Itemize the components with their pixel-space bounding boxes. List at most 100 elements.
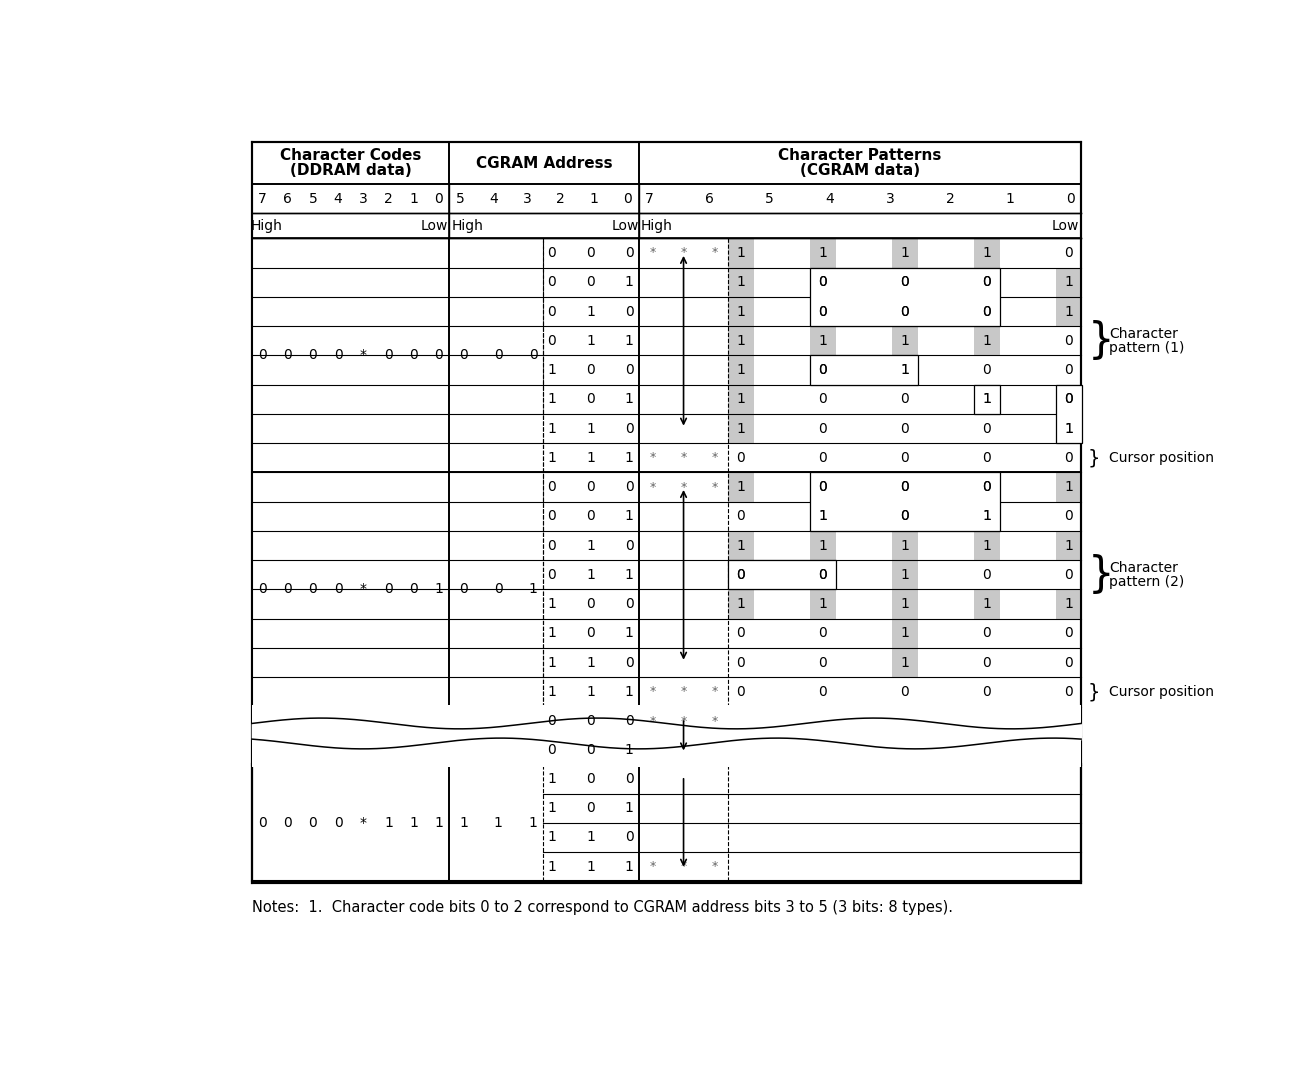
Text: 0: 0 — [819, 363, 827, 378]
Text: 0: 0 — [1064, 450, 1073, 465]
FancyBboxPatch shape — [728, 472, 754, 502]
Text: 0: 0 — [625, 539, 634, 553]
Text: 0: 0 — [819, 480, 827, 494]
FancyBboxPatch shape — [728, 590, 754, 619]
Text: 1: 1 — [1064, 305, 1073, 319]
Text: *: * — [359, 348, 367, 362]
Text: 0: 0 — [819, 275, 827, 289]
Text: *: * — [711, 452, 717, 465]
Text: 0: 0 — [983, 421, 991, 435]
Text: 0: 0 — [819, 480, 827, 494]
Text: 0: 0 — [901, 275, 909, 289]
Text: High: High — [452, 219, 483, 233]
Text: *: * — [681, 481, 686, 494]
Text: 0: 0 — [625, 363, 634, 378]
Text: 0: 0 — [625, 656, 634, 669]
Text: 1: 1 — [1064, 275, 1073, 289]
Text: 1: 1 — [586, 539, 595, 553]
Text: (CGRAM data): (CGRAM data) — [799, 163, 921, 178]
Text: 1: 1 — [586, 860, 595, 874]
Text: 4: 4 — [490, 191, 499, 206]
Text: 1: 1 — [901, 246, 909, 260]
Text: 1: 1 — [625, 568, 634, 582]
Text: 1: 1 — [547, 450, 556, 465]
Text: 0: 0 — [983, 480, 991, 494]
Text: 0: 0 — [737, 684, 745, 698]
Text: 0: 0 — [624, 191, 633, 206]
Text: 1: 1 — [819, 246, 827, 260]
Text: 1: 1 — [434, 582, 443, 596]
Text: 1: 1 — [529, 816, 538, 830]
Text: 0: 0 — [1064, 568, 1073, 582]
Text: 0: 0 — [1064, 393, 1073, 406]
FancyBboxPatch shape — [810, 326, 836, 356]
Text: 0: 0 — [819, 305, 827, 319]
Text: 0: 0 — [586, 393, 595, 406]
FancyBboxPatch shape — [974, 531, 1000, 560]
Text: 0: 0 — [625, 480, 634, 494]
FancyBboxPatch shape — [728, 560, 836, 590]
Text: *: * — [681, 247, 686, 260]
Text: 1: 1 — [625, 393, 634, 406]
Text: 1: 1 — [819, 509, 827, 523]
Text: 1: 1 — [586, 305, 595, 319]
Text: 1: 1 — [819, 509, 827, 523]
Text: 1: 1 — [586, 450, 595, 465]
Text: 0: 0 — [625, 714, 634, 728]
Text: 6: 6 — [284, 191, 292, 206]
Text: 0: 0 — [737, 656, 745, 669]
Text: 0: 0 — [737, 509, 745, 523]
Text: 0: 0 — [586, 627, 595, 641]
Text: Low: Low — [1051, 219, 1078, 233]
FancyBboxPatch shape — [728, 531, 754, 560]
Text: 5: 5 — [309, 191, 318, 206]
Text: 1: 1 — [547, 684, 556, 698]
Text: 1: 1 — [982, 334, 991, 348]
Text: 1: 1 — [819, 597, 827, 611]
FancyBboxPatch shape — [728, 413, 754, 443]
Text: Notes:  1.  Character code bits 0 to 2 correspond to CGRAM address bits 3 to 5 (: Notes: 1. Character code bits 0 to 2 cor… — [251, 900, 953, 915]
FancyBboxPatch shape — [974, 385, 1000, 413]
Text: 0: 0 — [901, 275, 909, 289]
Text: 1: 1 — [625, 450, 634, 465]
Text: 0: 0 — [625, 305, 634, 319]
Text: 0: 0 — [983, 305, 991, 319]
FancyBboxPatch shape — [810, 590, 836, 619]
FancyBboxPatch shape — [974, 502, 1000, 531]
Text: *: * — [650, 452, 656, 465]
Text: 1: 1 — [1064, 597, 1073, 611]
Text: 1: 1 — [625, 627, 634, 641]
Text: 0: 0 — [1066, 191, 1074, 206]
Text: 0: 0 — [625, 421, 634, 435]
Text: 1: 1 — [901, 568, 909, 582]
Text: 0: 0 — [586, 363, 595, 378]
Text: 0: 0 — [333, 582, 342, 596]
FancyBboxPatch shape — [892, 356, 918, 385]
Text: 1: 1 — [586, 568, 595, 582]
Text: 0: 0 — [586, 509, 595, 523]
Text: 0: 0 — [529, 348, 538, 362]
Text: 1: 1 — [493, 816, 503, 830]
Text: 1: 1 — [547, 363, 556, 378]
Text: 0: 0 — [547, 275, 556, 289]
Text: 2: 2 — [384, 191, 393, 206]
Text: 0: 0 — [901, 305, 909, 319]
Text: *: * — [711, 715, 717, 728]
Text: 0: 0 — [586, 743, 595, 757]
Text: 4: 4 — [825, 191, 835, 206]
FancyBboxPatch shape — [728, 238, 754, 268]
Text: 0: 0 — [547, 334, 556, 348]
Text: pattern (2): pattern (2) — [1109, 574, 1185, 589]
Text: 1: 1 — [409, 816, 418, 830]
Text: CGRAM Address: CGRAM Address — [475, 156, 612, 171]
Text: 0: 0 — [586, 480, 595, 494]
FancyBboxPatch shape — [449, 472, 543, 706]
Text: 0: 0 — [547, 480, 556, 494]
Text: 0: 0 — [819, 305, 827, 319]
Text: 0: 0 — [983, 684, 991, 698]
Text: (DDRAM data): (DDRAM data) — [290, 163, 411, 178]
FancyBboxPatch shape — [251, 143, 1081, 882]
Text: *: * — [711, 861, 717, 874]
Text: 0: 0 — [819, 275, 827, 289]
Text: 1: 1 — [1064, 421, 1073, 435]
